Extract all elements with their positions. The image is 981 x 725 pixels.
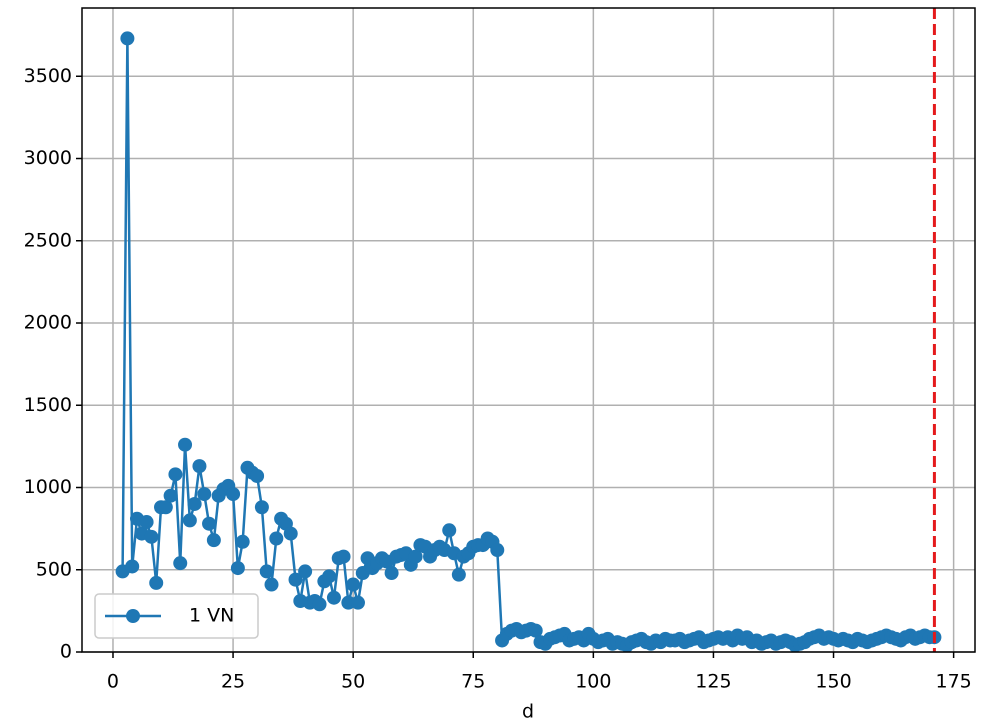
data-point: [346, 577, 361, 592]
data-point: [163, 488, 178, 503]
data-point: [259, 564, 274, 579]
data-point: [322, 569, 337, 584]
data-point: [341, 595, 356, 610]
data-point: [206, 533, 221, 548]
legend-box: [94, 593, 259, 639]
data-point: [182, 513, 197, 528]
plot: [115, 8, 942, 653]
data-point: [197, 487, 212, 502]
data-point: [312, 597, 327, 612]
data-point: [254, 500, 269, 515]
y-tick-label: 1500: [24, 394, 72, 416]
data-point: [528, 623, 543, 638]
y-tick-label: 0: [60, 641, 72, 663]
data-point: [178, 437, 193, 452]
x-tick-label: 175: [935, 671, 971, 693]
y-tick-label: 2500: [24, 229, 72, 251]
y-tick-label: 3000: [24, 147, 72, 169]
data-point: [283, 526, 298, 541]
data-point: [168, 467, 183, 482]
data-point: [336, 549, 351, 564]
data-point: [230, 561, 245, 576]
legend-label: 1 VN: [189, 605, 234, 627]
legend-marker: [126, 609, 140, 623]
data-point: [490, 543, 505, 558]
data-point: [288, 572, 303, 587]
y-tick-label: 2000: [24, 312, 72, 334]
x-tick-label: 25: [221, 671, 245, 693]
data-point: [158, 500, 173, 515]
x-axis-label: d: [522, 701, 534, 723]
data-point: [384, 566, 399, 581]
data-point: [442, 523, 457, 538]
data-point: [226, 487, 241, 502]
data-point: [192, 459, 207, 474]
data-point: [298, 564, 313, 579]
data-point: [173, 556, 188, 571]
y-tick-label: 500: [36, 558, 72, 580]
data-point: [149, 575, 164, 590]
data-point: [144, 529, 159, 544]
data-point: [250, 468, 265, 483]
data-point: [125, 559, 140, 574]
x-tick-label: 150: [815, 671, 851, 693]
data-point: [120, 31, 135, 46]
x-tick-label: 100: [575, 671, 611, 693]
x-tick-label: 125: [695, 671, 731, 693]
data-point: [202, 516, 217, 531]
data-point: [187, 496, 202, 511]
x-tick-label: 75: [461, 671, 485, 693]
x-tick-label: 50: [341, 671, 365, 693]
y-tick-label: 1000: [24, 476, 72, 498]
data-point: [139, 515, 154, 530]
data-point: [264, 577, 279, 592]
data-point: [235, 534, 250, 549]
x-tick-label: 0: [107, 671, 119, 693]
y-tick-label: 3500: [24, 65, 72, 87]
series-line: [121, 38, 935, 647]
grid: [82, 8, 975, 653]
data-point: [451, 567, 466, 582]
data-point: [326, 590, 341, 605]
axes-frame: [81, 7, 976, 653]
data-point: [408, 549, 423, 564]
data-point: [269, 531, 284, 546]
data-point: [350, 595, 365, 610]
